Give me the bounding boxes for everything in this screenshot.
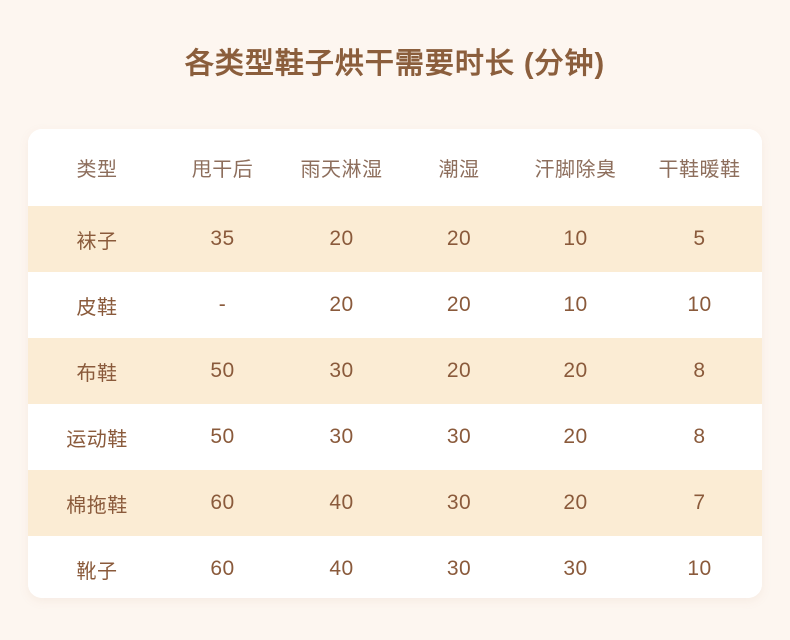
cell-spun-dry: - [166,272,279,338]
cell-warm-shoes: 8 [637,338,762,404]
cell-rain-soaked: 40 [279,470,404,536]
drying-time-table-card: 类型 甩干后 雨天淋湿 潮湿 汗脚除臭 干鞋暖鞋 袜子 35 20 20 10 … [28,129,762,598]
cell-warm-shoes: 5 [637,206,762,272]
cell-warm-shoes: 10 [637,272,762,338]
cell-damp: 30 [404,404,514,470]
table-header-row: 类型 甩干后 雨天淋湿 潮湿 汗脚除臭 干鞋暖鞋 [28,129,762,206]
cell-rain-soaked: 40 [279,536,404,598]
cell-rain-soaked: 20 [279,206,404,272]
cell-deodorize: 30 [514,536,637,598]
cell-type: 靴子 [28,536,166,598]
cell-type: 布鞋 [28,338,166,404]
cell-rain-soaked: 30 [279,338,404,404]
cell-deodorize: 10 [514,272,637,338]
cell-warm-shoes: 10 [637,536,762,598]
cell-damp: 20 [404,272,514,338]
column-header-type: 类型 [28,129,166,206]
cell-spun-dry: 50 [166,404,279,470]
table-body: 袜子 35 20 20 10 5 皮鞋 - 20 20 10 10 布鞋 [28,206,762,598]
column-header-spun-dry: 甩干后 [166,129,279,206]
cell-spun-dry: 50 [166,338,279,404]
cell-warm-shoes: 8 [637,404,762,470]
column-header-rain-soaked: 雨天淋湿 [279,129,404,206]
cell-damp: 30 [404,536,514,598]
cell-deodorize: 20 [514,404,637,470]
table-row: 皮鞋 - 20 20 10 10 [28,272,762,338]
cell-deodorize: 20 [514,338,637,404]
cell-rain-soaked: 20 [279,272,404,338]
cell-type: 棉拖鞋 [28,470,166,536]
table-row: 棉拖鞋 60 40 30 20 7 [28,470,762,536]
column-header-deodorize: 汗脚除臭 [514,129,637,206]
drying-time-table: 类型 甩干后 雨天淋湿 潮湿 汗脚除臭 干鞋暖鞋 袜子 35 20 20 10 … [28,129,762,598]
page-title: 各类型鞋子烘干需要时长 (分钟) [184,48,606,80]
column-header-warm-shoes: 干鞋暖鞋 [637,129,762,206]
table-header: 类型 甩干后 雨天淋湿 潮湿 汗脚除臭 干鞋暖鞋 [28,129,762,206]
cell-spun-dry: 35 [166,206,279,272]
cell-type: 袜子 [28,206,166,272]
cell-type: 皮鞋 [28,272,166,338]
table-row: 运动鞋 50 30 30 20 8 [28,404,762,470]
cell-damp: 20 [404,206,514,272]
cell-deodorize: 20 [514,470,637,536]
column-header-damp: 潮湿 [404,129,514,206]
cell-spun-dry: 60 [166,536,279,598]
cell-damp: 20 [404,338,514,404]
cell-spun-dry: 60 [166,470,279,536]
cell-deodorize: 10 [514,206,637,272]
cell-rain-soaked: 30 [279,404,404,470]
table-row: 袜子 35 20 20 10 5 [28,206,762,272]
cell-warm-shoes: 7 [637,470,762,536]
cell-damp: 30 [404,470,514,536]
table-row: 布鞋 50 30 20 20 8 [28,338,762,404]
table-row: 靴子 60 40 30 30 10 [28,536,762,598]
cell-type: 运动鞋 [28,404,166,470]
